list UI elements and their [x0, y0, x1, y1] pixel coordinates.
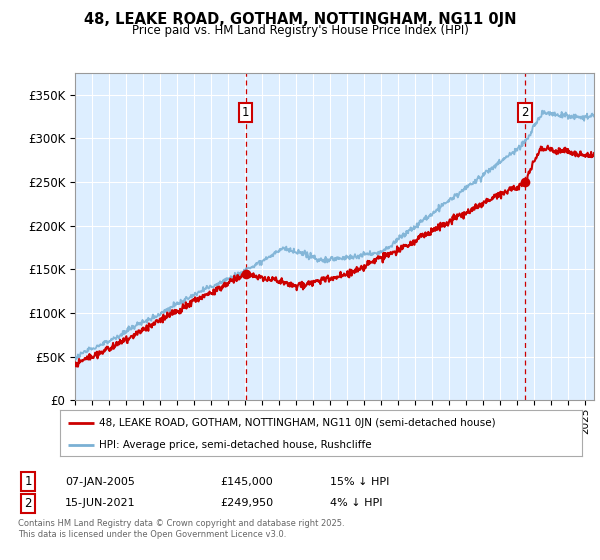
Text: 07-JAN-2005: 07-JAN-2005 — [65, 477, 135, 487]
Text: 2: 2 — [521, 106, 529, 119]
Text: 4% ↓ HPI: 4% ↓ HPI — [330, 498, 383, 508]
Text: Price paid vs. HM Land Registry's House Price Index (HPI): Price paid vs. HM Land Registry's House … — [131, 24, 469, 36]
Text: 15% ↓ HPI: 15% ↓ HPI — [330, 477, 389, 487]
Text: 48, LEAKE ROAD, GOTHAM, NOTTINGHAM, NG11 0JN (semi-detached house): 48, LEAKE ROAD, GOTHAM, NOTTINGHAM, NG11… — [99, 418, 496, 428]
Text: £249,950: £249,950 — [220, 498, 273, 508]
Text: 15-JUN-2021: 15-JUN-2021 — [65, 498, 136, 508]
Text: 1: 1 — [242, 106, 250, 119]
Text: £145,000: £145,000 — [220, 477, 273, 487]
Text: Contains HM Land Registry data © Crown copyright and database right 2025.
This d: Contains HM Land Registry data © Crown c… — [18, 519, 344, 539]
Text: HPI: Average price, semi-detached house, Rushcliffe: HPI: Average price, semi-detached house,… — [99, 440, 372, 450]
Text: 1: 1 — [24, 475, 32, 488]
Text: 2: 2 — [24, 497, 32, 510]
Text: 48, LEAKE ROAD, GOTHAM, NOTTINGHAM, NG11 0JN: 48, LEAKE ROAD, GOTHAM, NOTTINGHAM, NG11… — [84, 12, 516, 27]
